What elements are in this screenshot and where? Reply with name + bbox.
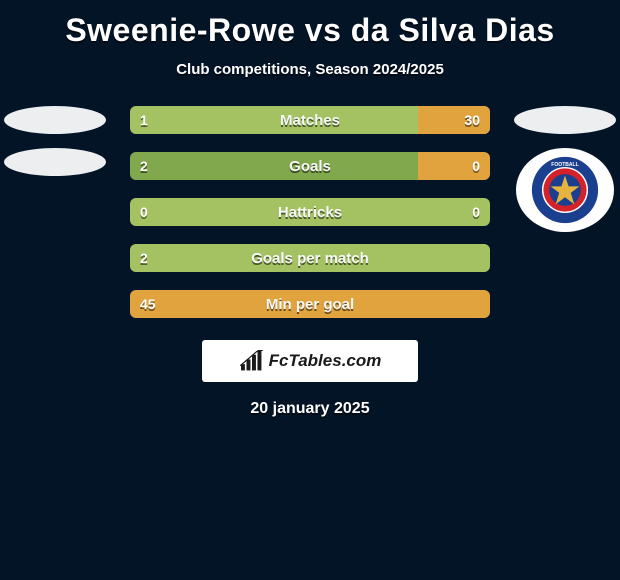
club-crest-placeholder <box>4 148 106 176</box>
left-player-column <box>0 106 110 176</box>
stat-row: Goals20 <box>130 152 490 180</box>
stat-row: Goals per match2 <box>130 244 490 272</box>
brand-chart-icon <box>239 350 265 372</box>
brand-watermark: FcTables.com <box>202 340 418 382</box>
comparison-chart: FOOTBALL Matches130 Goals20 Hattricks00 Goa… <box>0 106 620 318</box>
bar-right-segment <box>418 106 490 134</box>
brand-text: FcTables.com <box>269 351 382 371</box>
snapshot-date: 20 january 2025 <box>0 400 620 418</box>
bar-left-segment <box>130 152 418 180</box>
bars-container: Matches130 Goals20 Hattricks00 Goals per ma… <box>130 106 490 318</box>
bar-left-segment <box>130 244 490 272</box>
right-player-column: FOOTBALL <box>510 106 620 232</box>
page-title: Sweenie-Rowe vs da Silva Dias <box>0 0 620 49</box>
player-photo-placeholder <box>514 106 616 134</box>
bar-right-segment <box>418 152 490 180</box>
rangers-crest-icon: FOOTBALL <box>529 154 601 226</box>
stat-row: Matches130 <box>130 106 490 134</box>
player-photo-placeholder <box>4 106 106 134</box>
bar-right-segment <box>130 290 490 318</box>
svg-text:FOOTBALL: FOOTBALL <box>551 162 578 168</box>
stat-row: Hattricks00 <box>130 198 490 226</box>
bar-left-segment <box>130 198 490 226</box>
subtitle: Club competitions, Season 2024/2025 <box>0 61 620 78</box>
club-crest: FOOTBALL <box>516 148 614 232</box>
stat-row: Min per goal45 <box>130 290 490 318</box>
